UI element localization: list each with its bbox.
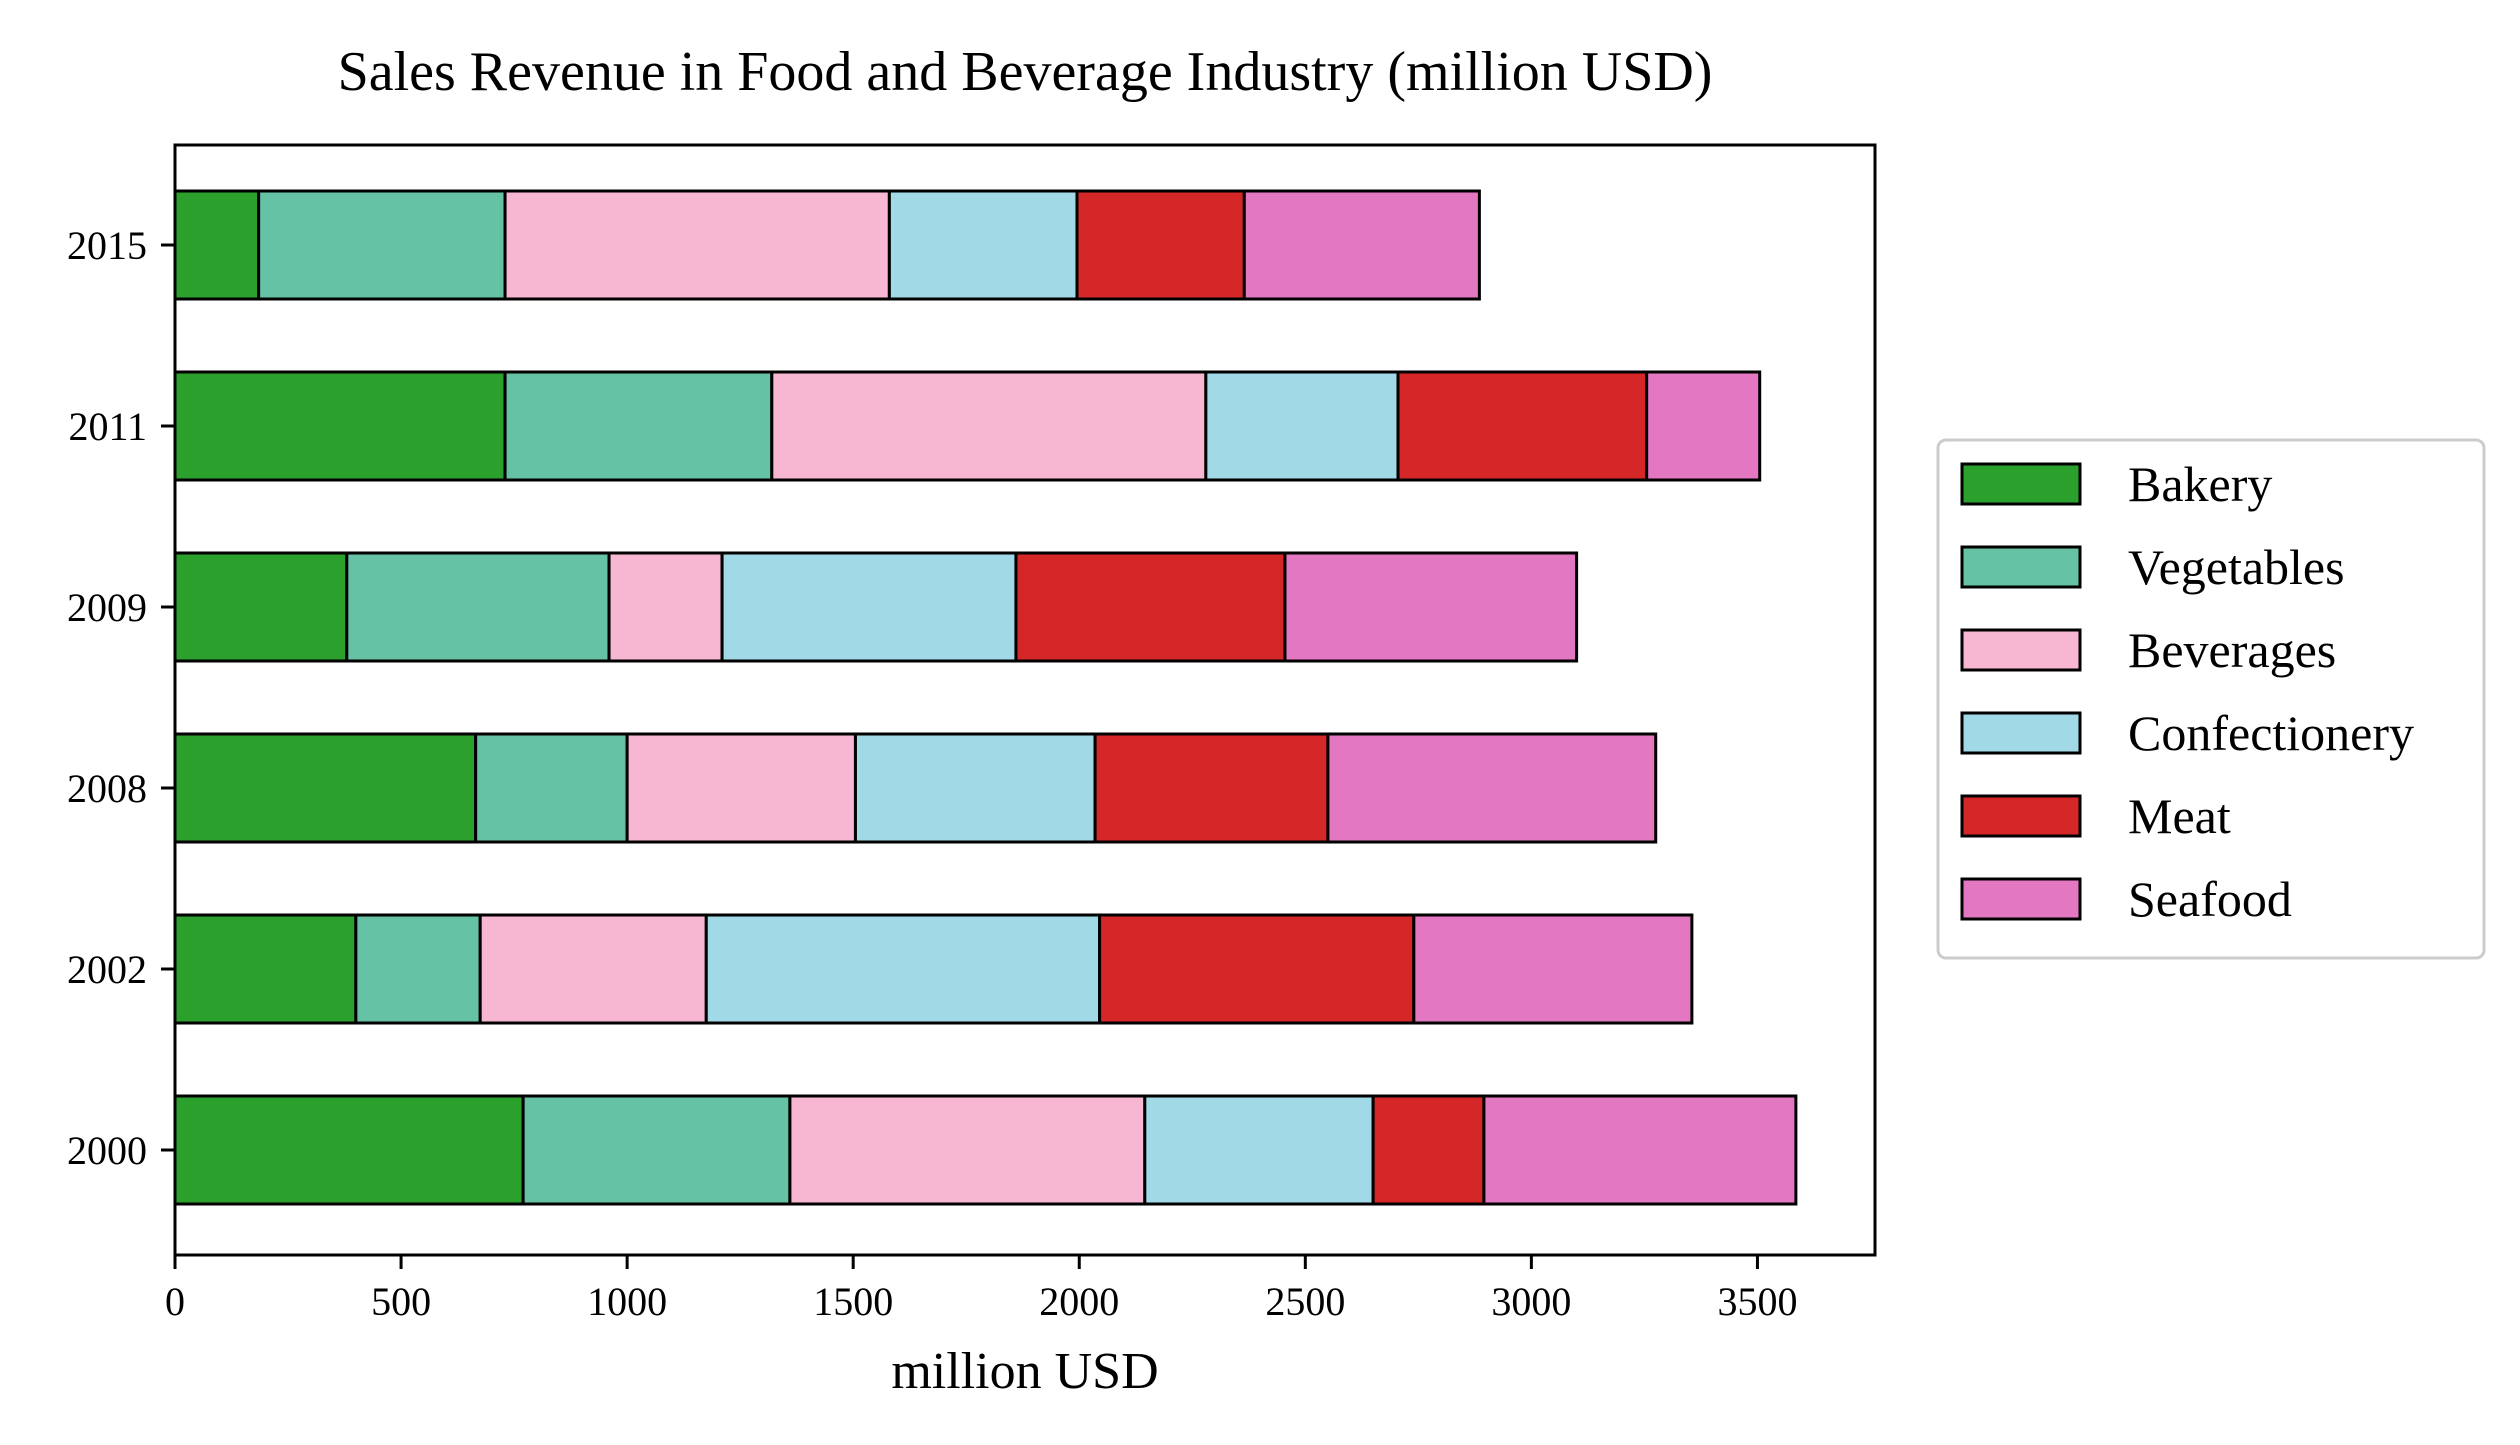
bar-confectionery-2002: [704, 913, 1102, 1025]
x-tick-label: 1000: [587, 1279, 667, 1324]
x-axis-label: million USD: [891, 1343, 1158, 1400]
y-tick-label: 2000: [67, 1128, 147, 1173]
x-tick-label: 0: [165, 1279, 185, 1324]
bar-confectionery-2011: [1204, 370, 1400, 482]
bar-meat-2008: [1093, 732, 1330, 844]
legend-swatch-beverages: [1960, 628, 2082, 672]
bar-beverages-2015: [503, 189, 891, 301]
bar-beverages-2009: [607, 551, 724, 663]
bar-meat-2011: [1396, 370, 1649, 482]
bar-vegetables-2008: [474, 732, 629, 844]
bar-seafood-2011: [1645, 370, 1762, 482]
bar-bakery-2011: [173, 370, 507, 482]
legend: Bakery Vegetables Beverages Confectionery Me…: [1936, 438, 2486, 960]
bar-vegetables-2009: [345, 551, 611, 663]
y-tick-label: 2008: [67, 766, 147, 811]
y-axis: 2000 2002 2008 2009 2011 2015: [67, 223, 175, 1173]
x-tick-label: 1500: [813, 1279, 893, 1324]
y-tick-label: 2011: [68, 404, 147, 449]
y-tick-label: 2009: [67, 585, 147, 630]
x-tick-label: 3500: [1717, 1279, 1797, 1324]
bar-confectionery-2009: [720, 551, 1018, 663]
y-tick-label: 2002: [67, 947, 147, 992]
legend-label-beverages: Beverages: [2128, 622, 2336, 678]
bar-beverages-2000: [788, 1094, 1147, 1206]
bar-confectionery-2015: [887, 189, 1079, 301]
x-tick-label: 3000: [1491, 1279, 1571, 1324]
bar-seafood-2002: [1412, 913, 1694, 1025]
bar-beverages-2002: [478, 913, 708, 1025]
bar-bakery-2015: [173, 189, 261, 301]
x-tick-label: 500: [371, 1279, 431, 1324]
legend-swatch-bakery: [1960, 462, 2082, 506]
legend-label-seafood: Seafood: [2128, 871, 2292, 927]
bar-meat-2000: [1371, 1094, 1486, 1206]
bar-meat-2015: [1075, 189, 1246, 301]
bar-vegetables-2011: [503, 370, 774, 482]
legend-label-confectionery: Confectionery: [2128, 705, 2414, 761]
bar-confectionery-2008: [853, 732, 1097, 844]
bar-seafood-2015: [1242, 189, 1481, 301]
legend-swatch-seafood: [1960, 877, 2082, 921]
bar-bakery-2000: [173, 1094, 525, 1206]
legend-swatch-confectionery: [1960, 711, 2082, 755]
legend-swatch-vegetables: [1960, 545, 2082, 589]
x-tick-label: 2500: [1265, 1279, 1345, 1324]
plot-area-frame: [173, 143, 1877, 1257]
chart-title: Sales Revenue in Food and Beverage Indus…: [338, 41, 1713, 103]
legend-label-meat: Meat: [2128, 788, 2231, 844]
bar-meat-2002: [1098, 913, 1416, 1025]
bar-confectionery-2000: [1143, 1094, 1375, 1206]
legend-label-vegetables: Vegetables: [2128, 539, 2345, 595]
bar-seafood-2000: [1482, 1094, 1798, 1206]
bar-seafood-2008: [1326, 732, 1658, 844]
bar-bakery-2009: [173, 551, 349, 663]
bar-vegetables-2002: [354, 913, 482, 1025]
bar-beverages-2008: [625, 732, 857, 844]
bar-bakery-2008: [173, 732, 478, 844]
bar-seafood-2009: [1283, 551, 1579, 663]
y-tick-label: 2015: [67, 223, 147, 268]
bar-meat-2009: [1014, 551, 1287, 663]
bar-bakery-2002: [173, 913, 358, 1025]
legend-swatch-meat: [1960, 794, 2082, 838]
x-axis: 0 500 1000 1500 2000 2500 3000 3500: [165, 1255, 1797, 1324]
x-tick-label: 2000: [1039, 1279, 1119, 1324]
bar-vegetables-2015: [257, 189, 507, 301]
legend-label-bakery: Bakery: [2128, 456, 2272, 512]
bar-vegetables-2000: [521, 1094, 792, 1206]
bar-beverages-2011: [770, 370, 1208, 482]
bars-layer: [173, 189, 1798, 1206]
